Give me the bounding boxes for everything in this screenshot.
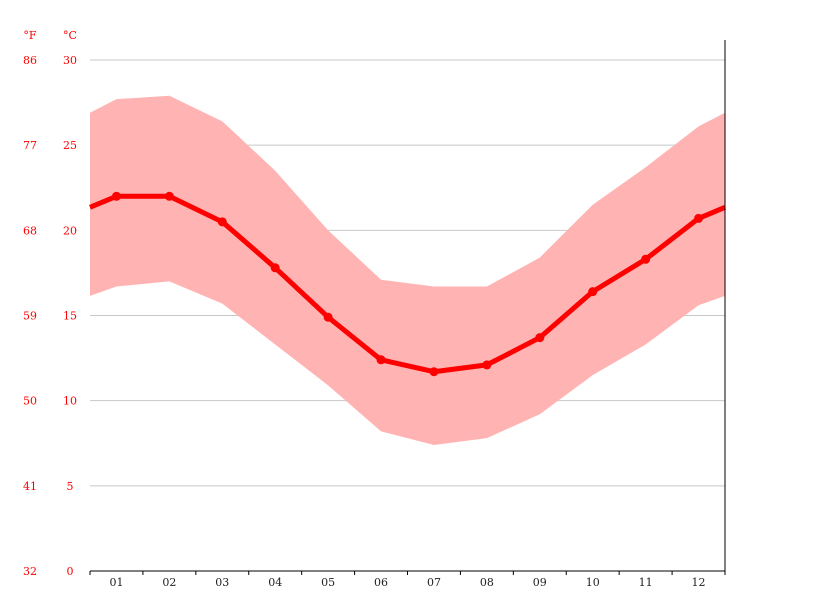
mean-temperature-point: [429, 367, 439, 377]
y-tick-label-celsius: 15: [63, 310, 77, 323]
y-tick-label-celsius: 0: [67, 565, 74, 578]
y-tick-label-fahrenheit: 50: [23, 395, 37, 408]
x-tick-label: 02: [162, 576, 176, 589]
mean-temperature-point: [535, 333, 545, 343]
x-tick-label: 12: [692, 576, 706, 589]
y-tick-label-celsius: 25: [63, 139, 77, 152]
x-tick-label: 04: [268, 576, 282, 589]
y-tick-label-fahrenheit: 41: [23, 480, 37, 493]
fahrenheit-unit-label: °F: [23, 29, 37, 42]
temperature-range-band: [90, 95, 725, 445]
x-tick-label: 07: [427, 576, 441, 589]
x-tick-label: 09: [533, 576, 547, 589]
x-tick-label: 08: [480, 576, 494, 589]
y-tick-label-fahrenheit: 68: [23, 224, 37, 237]
celsius-unit-label: °C: [63, 29, 77, 42]
x-tick-label: 10: [586, 576, 600, 589]
mean-temperature-point: [694, 213, 704, 223]
y-tick-label-fahrenheit: 59: [23, 310, 37, 323]
y-tick-label-celsius: 30: [63, 54, 77, 67]
mean-temperature-point: [482, 360, 492, 370]
y-tick-label-fahrenheit: 32: [23, 565, 37, 578]
y-tick-label-celsius: 5: [67, 480, 74, 493]
mean-temperature-point: [323, 312, 333, 322]
mean-temperature-point: [164, 191, 174, 201]
x-tick-label: 11: [639, 576, 653, 589]
x-tick-label: 03: [215, 576, 229, 589]
mean-temperature-point: [270, 263, 280, 273]
y-tick-label-celsius: 10: [63, 395, 77, 408]
x-tick-label: 01: [109, 576, 123, 589]
x-tick-label: 05: [321, 576, 335, 589]
mean-temperature-point: [111, 191, 121, 201]
y-tick-label-celsius: 20: [63, 224, 77, 237]
x-tick-label: 06: [374, 576, 388, 589]
y-tick-label-fahrenheit: 77: [23, 139, 37, 152]
mean-temperature-line: [89, 193, 726, 375]
mean-temperature-point: [641, 254, 651, 264]
mean-temperature-point: [376, 355, 386, 365]
mean-temperature-point: [217, 217, 227, 227]
y-tick-label-fahrenheit: 86: [23, 54, 37, 67]
mean-temperature-point: [588, 287, 598, 297]
